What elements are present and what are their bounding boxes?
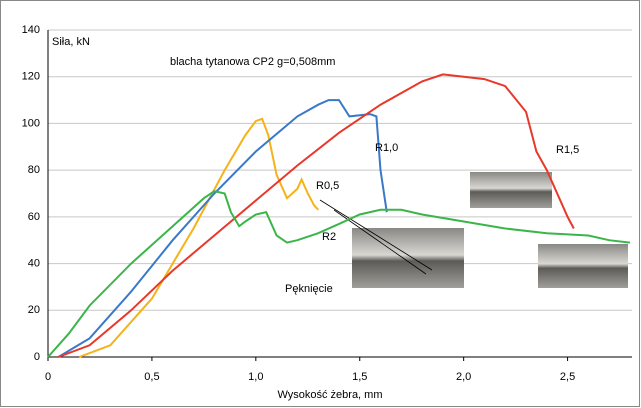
y-tick-label: 60 [28, 211, 40, 223]
x-tick-label: 1,5 [352, 371, 367, 383]
y-axis-label: Siła, kN [52, 36, 90, 48]
y-tick-label: 40 [28, 257, 40, 269]
photo [470, 172, 552, 208]
series-label: R0,5 [316, 180, 339, 192]
y-tick-label: 0 [34, 351, 40, 363]
data-line [79, 119, 318, 357]
x-tick-label: 2,0 [456, 371, 471, 383]
x-tick-label: 1,0 [248, 371, 263, 383]
y-tick-label: 100 [22, 117, 40, 129]
series-label: R1,0 [375, 142, 398, 154]
series-label: R2 [322, 231, 336, 243]
annotation: Pęknięcie [285, 283, 333, 295]
y-tick-label: 20 [28, 304, 40, 316]
y-tick-label: 140 [22, 24, 40, 36]
chart: Siła, kN blacha tytanowa CP2 g=0,508mm W… [0, 0, 641, 408]
chart-title: blacha tytanowa CP2 g=0,508mm [170, 56, 335, 68]
y-tick-label: 80 [28, 164, 40, 176]
photo [352, 228, 464, 288]
x-tick-label: 0,5 [144, 371, 159, 383]
data-line [58, 74, 573, 357]
x-tick-label: 2,5 [560, 371, 575, 383]
y-tick-label: 120 [22, 71, 40, 83]
x-axis-label: Wysokość żebra, mm [277, 389, 382, 401]
photo [538, 244, 628, 288]
series-label: R1,5 [556, 144, 579, 156]
x-tick-label: 0 [45, 371, 51, 383]
